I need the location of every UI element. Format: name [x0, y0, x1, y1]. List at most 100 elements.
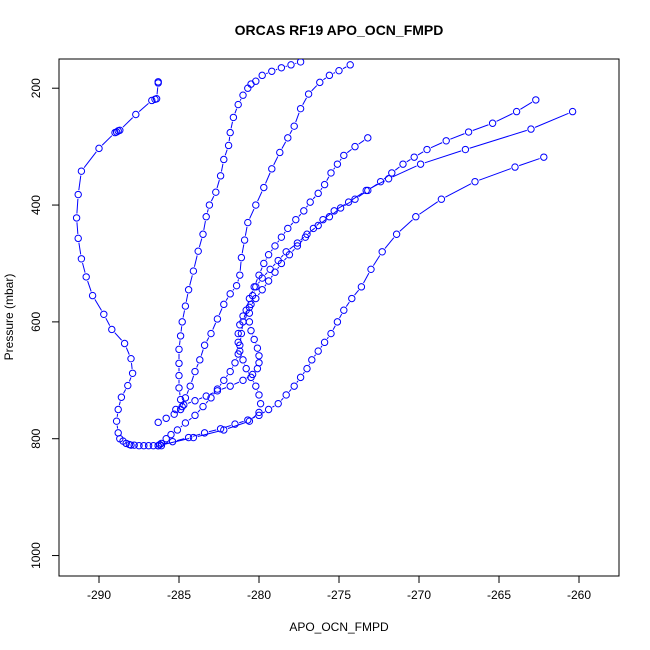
series-segment — [266, 72, 268, 75]
x-tick-label: -290 — [87, 588, 111, 602]
data-point — [255, 391, 263, 399]
series-segment — [339, 158, 342, 161]
data-point — [351, 195, 359, 203]
series-segment — [225, 374, 229, 378]
data-point — [333, 160, 342, 168]
series-segment — [351, 192, 363, 201]
data-point — [184, 286, 193, 294]
series-segment — [251, 301, 254, 305]
data-point — [95, 144, 103, 153]
series-segment — [478, 168, 512, 181]
data-point — [245, 309, 254, 317]
data-point — [264, 277, 273, 285]
data-point — [252, 283, 260, 291]
data-point — [276, 148, 284, 157]
data-point — [367, 265, 375, 274]
series-segment — [469, 129, 527, 149]
series-segment — [320, 345, 323, 348]
series-segment — [200, 349, 204, 356]
series-segment — [234, 108, 238, 114]
data-point — [88, 291, 97, 300]
data-point — [325, 71, 334, 80]
data-point — [264, 405, 273, 414]
data-point — [357, 283, 366, 291]
x-tick-label: -265 — [487, 588, 511, 602]
series-segment — [82, 262, 86, 273]
data-point — [256, 399, 265, 408]
data-point — [196, 356, 204, 364]
data-point — [253, 344, 262, 352]
data-point — [212, 188, 220, 196]
profile-series — [175, 59, 305, 411]
data-point — [178, 318, 186, 326]
series-segment — [417, 151, 424, 156]
data-point — [245, 303, 254, 311]
data-point — [202, 213, 210, 221]
data-point — [258, 71, 266, 80]
series-segment — [156, 87, 159, 95]
data-point — [224, 141, 233, 150]
series-segment — [125, 347, 130, 355]
data-point — [268, 67, 276, 75]
data-point — [410, 153, 418, 161]
data-point — [282, 391, 290, 399]
data-point — [300, 207, 308, 215]
data-point — [148, 96, 156, 105]
data-point — [239, 356, 247, 364]
data-point — [296, 104, 305, 113]
data-point — [226, 290, 234, 298]
series-segment — [298, 213, 302, 217]
series-segment — [302, 371, 305, 375]
series-segment — [354, 289, 359, 296]
data-point — [423, 145, 431, 154]
series-segment — [251, 416, 256, 419]
series-segment — [78, 175, 82, 191]
series-segment — [252, 380, 255, 383]
profile-series — [157, 134, 372, 448]
series-segment — [128, 377, 132, 382]
series-segment — [308, 363, 311, 365]
series-segment — [247, 372, 250, 374]
series-segment — [231, 366, 234, 368]
data-point — [314, 189, 322, 198]
series-segment — [105, 317, 111, 326]
series-segment — [206, 209, 209, 213]
data-point — [527, 125, 535, 133]
series-segment — [186, 390, 189, 394]
data-point — [284, 134, 292, 142]
series-segment — [122, 117, 134, 128]
series-segment — [290, 222, 294, 226]
data-point — [199, 402, 207, 411]
series-segment — [163, 442, 169, 445]
series-segment — [210, 195, 215, 202]
profile-series — [154, 107, 577, 450]
data-point — [568, 107, 577, 116]
data-point — [74, 234, 82, 243]
data-point — [471, 177, 479, 186]
data-point — [111, 128, 119, 137]
series-segment — [472, 124, 489, 131]
data-point — [316, 78, 324, 87]
data-point — [175, 345, 183, 354]
data-point — [277, 233, 286, 241]
series-segment — [198, 397, 203, 400]
data-point — [287, 61, 295, 69]
series-segment — [369, 180, 385, 189]
series-segment — [311, 85, 318, 92]
data-point — [488, 119, 497, 127]
series-segment — [262, 411, 266, 414]
series-segment — [118, 401, 121, 406]
data-point — [154, 418, 162, 427]
data-point — [184, 433, 193, 442]
data-point — [255, 352, 263, 360]
data-point — [271, 268, 279, 276]
data-point — [229, 113, 238, 122]
y-tick-label: 1000 — [29, 542, 43, 569]
series-segment — [283, 257, 287, 261]
data-point — [388, 169, 396, 177]
chart-title: ORCAS RF19 APO_OCN_FMPD — [235, 22, 444, 38]
data-point — [309, 224, 318, 233]
series-segment — [185, 293, 189, 302]
series-segment — [260, 267, 263, 272]
series-segment — [419, 201, 439, 215]
